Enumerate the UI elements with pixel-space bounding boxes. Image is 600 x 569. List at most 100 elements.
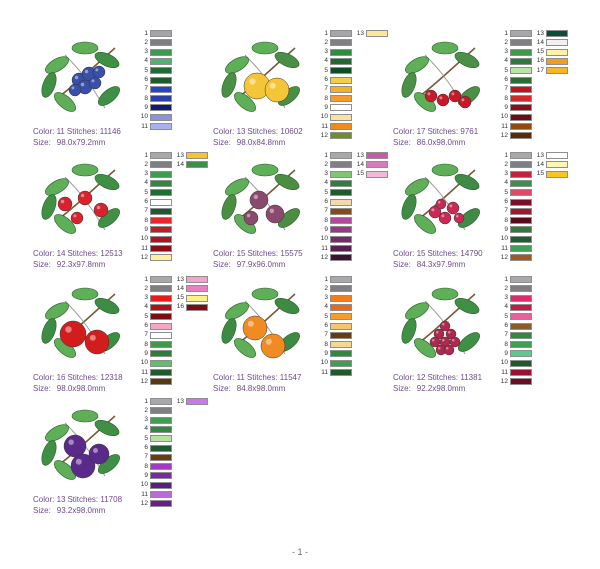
thread-number: 6	[324, 322, 328, 329]
thread-number: 5	[324, 312, 328, 320]
leaf-shape	[71, 41, 99, 55]
thread-color-swatch	[330, 350, 352, 358]
thread-number: 3	[144, 48, 148, 56]
thread-number: 15	[356, 170, 364, 178]
thread-color-swatch	[330, 285, 352, 293]
thread-number: 3	[144, 416, 148, 424]
thread-number: 6	[144, 322, 148, 329]
thread-number: 10	[140, 359, 148, 367]
thread-number: 11	[501, 122, 508, 130]
thread-color-swatch	[150, 500, 172, 508]
fruit-shape	[439, 320, 451, 332]
thread-number: 2	[144, 38, 148, 46]
thread-number: 10	[320, 113, 328, 121]
thread-number: 4	[504, 57, 508, 65]
thread-color-swatch	[330, 123, 352, 130]
thread-number: 1	[324, 151, 328, 159]
thread-color-swatch	[330, 95, 352, 103]
thread-number: 10	[140, 481, 148, 489]
thread-color-swatch	[150, 76, 172, 84]
thread-number: 12	[320, 253, 328, 261]
thread-color-swatch	[510, 76, 532, 84]
thread-color-swatch	[150, 179, 172, 187]
thread-number: 7	[324, 207, 328, 215]
size-label: Size:	[33, 506, 51, 515]
leaf-shape	[94, 51, 120, 69]
color-count: Color: 15	[213, 249, 246, 258]
thread-color-swatch	[330, 359, 352, 367]
size-line: Size: 84.3x97.9mm	[393, 259, 465, 270]
stitch-count: Stitches: 12513	[67, 249, 123, 258]
thread-number: 10	[140, 235, 148, 243]
thread-number: 7	[144, 331, 148, 339]
thread-number: 10	[500, 113, 508, 121]
leaf-shape	[71, 287, 99, 301]
leaf-shape	[251, 287, 279, 301]
strawberries-art	[41, 163, 120, 234]
thread-color-swatch	[330, 294, 352, 302]
thread-number: 2	[144, 160, 148, 168]
thread-number: 10	[500, 235, 508, 243]
thread-color-swatch	[150, 294, 172, 302]
thread-number: 13	[176, 275, 184, 283]
thread-number: 8	[144, 340, 148, 348]
leaf-shape	[405, 302, 429, 320]
thread-number: 8	[324, 216, 328, 224]
leaf-shape	[454, 297, 480, 315]
thread-number: 1	[144, 151, 148, 159]
thread-number: 12	[140, 499, 148, 507]
fruit-shape	[92, 65, 106, 79]
size-value: 98.0x84.8mm	[236, 138, 286, 147]
stitch-count: Stitches: 15575	[247, 249, 303, 258]
stitch-count: Stitches: 10602	[247, 127, 303, 136]
thread-number: 3	[324, 294, 328, 302]
thread-number: 2	[504, 38, 508, 46]
thread-color-swatch	[510, 48, 532, 56]
size-value: 84.3x97.9mm	[416, 260, 466, 269]
leaf-shape	[234, 338, 256, 358]
thread-number: 9	[144, 225, 148, 233]
thread-color-swatch	[330, 303, 352, 311]
thread-color-swatch	[366, 161, 388, 169]
thread-color-swatch	[330, 113, 352, 121]
thread-color-swatch	[330, 369, 352, 376]
thread-color-swatch	[150, 407, 172, 415]
thread-number: 5	[504, 66, 508, 74]
thread-color-swatch	[150, 416, 172, 424]
thread-number: 3	[504, 294, 508, 302]
thread-color-swatch	[330, 331, 352, 339]
leaf-shape	[54, 92, 76, 112]
size-label: Size:	[33, 260, 51, 269]
apples-art	[41, 287, 120, 358]
thread-color-swatch	[330, 189, 352, 197]
thread-number: 1	[144, 275, 148, 283]
thread-color-swatch	[510, 189, 532, 197]
size-line: Size: 93.2x98.0mm	[33, 505, 105, 516]
fruit-shape	[424, 89, 438, 103]
thread-number: 13	[176, 397, 184, 405]
thread-color-swatch	[510, 207, 532, 215]
color-count: Color: 17	[393, 127, 426, 136]
thread-color-swatch	[150, 95, 172, 103]
thread-number: 4	[144, 179, 148, 187]
thread-color-swatch	[150, 313, 172, 321]
thread-color-swatch	[150, 350, 172, 358]
thread-number: 4	[324, 57, 328, 65]
fruit-shape	[242, 315, 268, 341]
thread-color-swatch	[510, 95, 532, 103]
thread-color-swatch	[150, 85, 172, 93]
leaf-shape	[221, 318, 237, 344]
thread-number: 8	[504, 94, 508, 102]
leaf-shape	[54, 460, 76, 480]
thread-color-swatch	[150, 57, 172, 65]
thread-color-swatch	[330, 179, 352, 187]
thread-number: 15	[536, 48, 544, 56]
color-stitches-line: Color: 11 Stitches: 11547	[213, 372, 301, 383]
thread-number: 2	[324, 160, 328, 168]
thread-color-swatch	[330, 76, 352, 84]
thread-color-swatch	[150, 369, 172, 376]
thread-color-swatch	[330, 226, 352, 234]
fruit-shape	[249, 190, 269, 210]
thread-number: 9	[144, 349, 148, 357]
thread-color-swatch	[510, 226, 532, 234]
